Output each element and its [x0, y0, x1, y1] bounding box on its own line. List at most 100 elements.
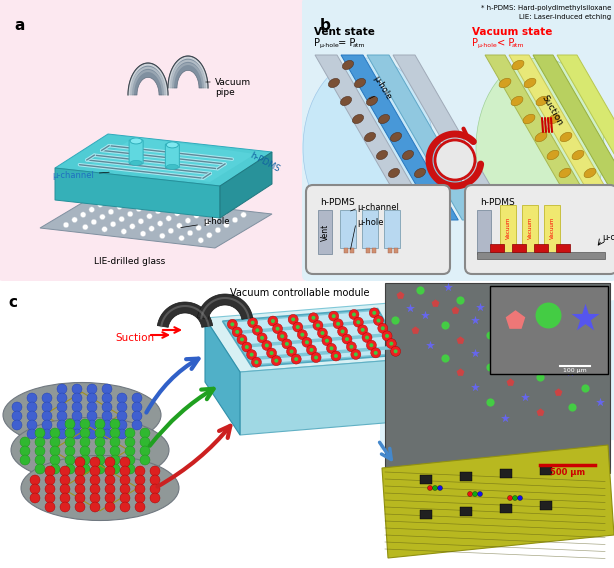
Text: LIE: Laser-induced etching: LIE: Laser-induced etching [519, 14, 611, 20]
Circle shape [125, 437, 135, 447]
Circle shape [99, 214, 105, 220]
Bar [372, 248, 376, 253]
Circle shape [50, 428, 60, 438]
Circle shape [255, 328, 259, 332]
Circle shape [333, 319, 343, 329]
Circle shape [102, 411, 112, 421]
Circle shape [105, 484, 115, 494]
FancyBboxPatch shape [0, 0, 309, 281]
Point [570, 348, 580, 357]
FancyBboxPatch shape [302, 0, 614, 281]
Circle shape [432, 486, 438, 491]
Circle shape [179, 235, 184, 241]
Circle shape [149, 226, 154, 231]
Circle shape [42, 402, 52, 412]
Circle shape [90, 484, 100, 494]
Circle shape [376, 319, 381, 323]
Circle shape [241, 212, 246, 218]
Circle shape [132, 402, 142, 412]
Circle shape [120, 457, 130, 467]
Circle shape [35, 455, 45, 465]
Ellipse shape [328, 78, 340, 87]
Circle shape [352, 312, 356, 316]
Ellipse shape [378, 114, 389, 124]
Text: Vacuum: Vacuum [505, 217, 510, 239]
Point [555, 333, 565, 343]
Circle shape [75, 484, 85, 494]
Ellipse shape [21, 456, 179, 520]
Text: Vacuum state: Vacuum state [472, 27, 553, 37]
Bar [420, 510, 432, 519]
Circle shape [102, 384, 112, 394]
Circle shape [328, 311, 339, 321]
Circle shape [204, 220, 210, 225]
Circle shape [227, 319, 238, 329]
Point [567, 403, 577, 412]
Ellipse shape [389, 169, 400, 178]
Circle shape [202, 207, 208, 213]
Circle shape [232, 327, 242, 337]
Circle shape [72, 420, 82, 430]
Ellipse shape [535, 132, 547, 142]
Circle shape [206, 232, 212, 238]
Ellipse shape [559, 168, 571, 178]
Ellipse shape [499, 78, 511, 87]
Polygon shape [240, 358, 420, 435]
FancyBboxPatch shape [129, 140, 143, 164]
Point [470, 315, 480, 324]
Circle shape [242, 342, 252, 352]
Ellipse shape [571, 186, 583, 196]
Circle shape [300, 333, 305, 337]
Circle shape [309, 348, 314, 352]
Point [475, 302, 485, 311]
Circle shape [27, 429, 37, 439]
Circle shape [365, 336, 369, 340]
Circle shape [35, 464, 45, 474]
Text: h-PDMS: h-PDMS [320, 198, 355, 207]
Bar [384, 210, 400, 248]
Ellipse shape [11, 417, 169, 482]
Circle shape [65, 446, 75, 456]
Circle shape [342, 334, 352, 344]
Circle shape [30, 484, 40, 494]
Polygon shape [40, 194, 272, 248]
Ellipse shape [548, 114, 560, 124]
Circle shape [198, 237, 204, 243]
Point [525, 339, 535, 348]
Circle shape [117, 429, 127, 439]
Circle shape [72, 384, 82, 394]
Bar [540, 501, 552, 510]
Circle shape [111, 222, 116, 227]
Circle shape [381, 326, 385, 330]
Text: Vent state: Vent state [314, 27, 375, 37]
Point [405, 303, 415, 312]
Text: atm: atm [353, 43, 365, 48]
Bar [388, 248, 392, 253]
Circle shape [75, 466, 85, 476]
Circle shape [257, 333, 267, 343]
Circle shape [125, 199, 131, 204]
Circle shape [20, 446, 30, 456]
Circle shape [102, 429, 112, 439]
Circle shape [321, 331, 324, 335]
Circle shape [20, 437, 30, 447]
Point [553, 387, 563, 396]
Circle shape [183, 206, 188, 211]
Circle shape [45, 493, 55, 503]
Point [590, 364, 600, 373]
Circle shape [147, 214, 152, 219]
Ellipse shape [166, 142, 178, 148]
Circle shape [391, 346, 400, 356]
Point [500, 344, 510, 353]
Text: μ-hole: μ-hole [477, 43, 497, 48]
Circle shape [125, 428, 135, 438]
Ellipse shape [512, 60, 524, 70]
Circle shape [80, 446, 90, 456]
Circle shape [513, 495, 518, 500]
Circle shape [230, 322, 235, 327]
Circle shape [63, 222, 69, 228]
Circle shape [232, 217, 238, 223]
Point [535, 407, 545, 416]
Circle shape [82, 224, 88, 230]
Circle shape [478, 491, 483, 496]
